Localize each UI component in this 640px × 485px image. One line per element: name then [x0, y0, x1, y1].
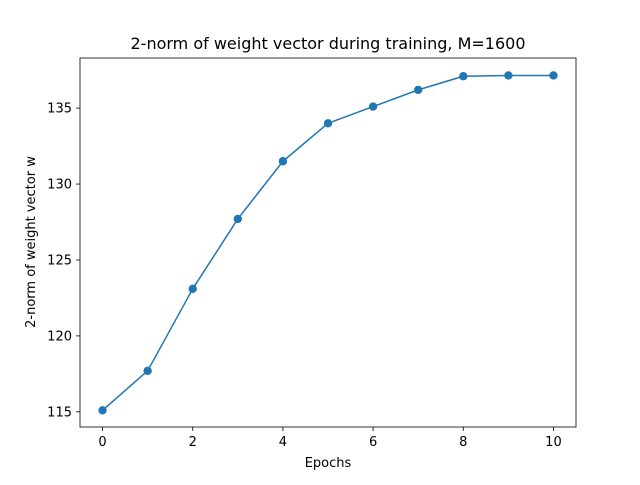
x-tick-label: 4: [279, 435, 287, 450]
data-point: [504, 71, 513, 80]
data-point: [188, 284, 197, 294]
data-point: [413, 85, 423, 95]
y-axis-label: 2-norm of weight vector w: [24, 156, 39, 328]
data-point: [549, 71, 558, 80]
x-tick-label: 10: [545, 435, 562, 450]
y-tick-label: 115: [47, 405, 72, 420]
data-point: [278, 157, 288, 166]
y-tick-label: 130: [47, 178, 72, 193]
x-tick-label: 2: [189, 435, 197, 450]
plot-area: 0 2 4 6 8 10 115 120 125 130 135: [47, 57, 577, 450]
data-point: [233, 214, 243, 224]
data-point: [323, 119, 333, 128]
data-point: [368, 102, 378, 111]
y-tick-label: 135: [47, 102, 72, 117]
chart-title: 2-norm of weight vector during training,…: [130, 34, 525, 53]
axes-frame: [79, 57, 577, 428]
x-tick-label: 8: [459, 435, 467, 450]
data-point: [143, 366, 152, 376]
data-point: [98, 406, 107, 415]
x-tick-label: 6: [369, 435, 377, 450]
data-point: [459, 72, 468, 81]
x-tick-label: 0: [98, 435, 106, 450]
x-axis-label: Epochs: [305, 456, 352, 471]
y-tick-label: 125: [47, 253, 72, 268]
y-tick-label: 120: [47, 329, 72, 344]
